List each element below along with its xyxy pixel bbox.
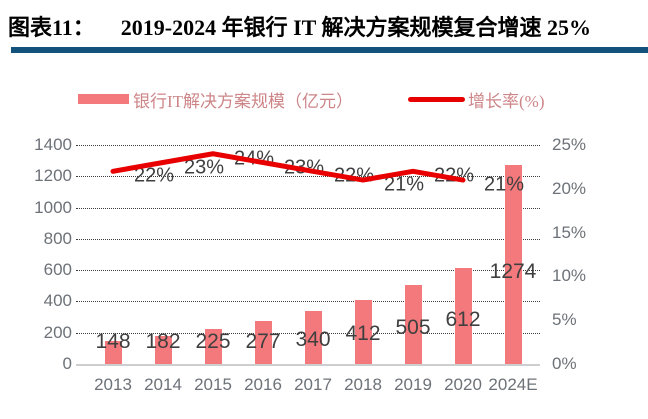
y-axis-left-tick: 1200 [34, 166, 72, 186]
legend-item-bank-it-scale: 银行IT解决方案规模（亿元） [78, 88, 354, 111]
legend-bar-swatch [78, 94, 129, 104]
gridline [76, 145, 540, 146]
bar-value-label: 225 [195, 330, 231, 353]
bar [104, 340, 122, 364]
y-axis-right-tick: 5% [552, 310, 577, 330]
bar-value-label: 505 [395, 315, 431, 339]
figure-caption: 图表11： 2019-2024 年银行 IT 解决方案规模复合增速 25% [8, 10, 591, 42]
bar [404, 285, 422, 364]
x-axis-tick: 2013 [94, 375, 132, 394]
bar [454, 268, 472, 364]
gridline [76, 207, 540, 209]
bar-value-label: 340 [295, 327, 331, 351]
bar-value-label: 612 [445, 307, 481, 331]
growth-point-label: 23% [283, 156, 325, 179]
growth-point-label: 21% [483, 173, 525, 196]
bar [154, 335, 172, 364]
growth-point-label: 22% [333, 164, 375, 187]
y-axis-right-tick: 0% [552, 354, 577, 373]
title-divider [11, 47, 648, 53]
x-axis-tick: 2017 [294, 375, 332, 394]
growth-point-label: 22% [433, 164, 475, 187]
x-axis-tick: 2014 [144, 375, 182, 394]
y-axis-right-tick: 10% [552, 266, 587, 286]
legend-label-bank-it-scale: 银行IT解决方案规模（亿元） [133, 91, 354, 111]
y-axis-left-tick: 400 [43, 291, 72, 311]
legend-line-swatch [408, 96, 465, 102]
gridline [76, 238, 540, 240]
growth-point-label: 22% [133, 164, 175, 187]
x-axis-line [76, 364, 540, 366]
x-axis-tick: 2024E [488, 375, 538, 394]
bar-value-label: 412 [345, 322, 381, 346]
bar [354, 299, 372, 364]
y-axis-left-tick: 1400 [34, 135, 72, 154]
y-axis-right-tick: 15% [552, 222, 587, 242]
y-axis-left-tick: 0 [62, 354, 72, 373]
bar [304, 310, 322, 364]
bar-value-label: 1274 [489, 260, 537, 284]
x-axis-tick: 2016 [244, 375, 282, 394]
bar-value-label: 182 [145, 330, 181, 353]
x-axis-tick: 2020 [444, 375, 482, 394]
y-axis-right-tick: 20% [552, 178, 587, 198]
bar-value-label: 277 [245, 330, 281, 353]
x-axis-tick: 2018 [344, 375, 382, 394]
y-axis-left-tick: 1000 [34, 197, 72, 217]
y-axis-left-tick: 600 [43, 260, 72, 280]
gridline [76, 301, 540, 303]
growth-point-label: 21% [383, 173, 425, 196]
figure-title: 2019-2024 年银行 IT 解决方案规模复合增速 25% [120, 15, 591, 40]
figure-number: 图表11： [8, 15, 95, 40]
bar [504, 164, 522, 364]
bar [204, 328, 222, 364]
growth-point-label: 24% [233, 147, 275, 170]
x-axis-tick: 2015 [194, 375, 232, 394]
gridline [76, 270, 540, 272]
growth-point-label: 23% [183, 156, 225, 179]
y-axis-left-tick: 200 [43, 322, 72, 342]
x-axis-tick: 2019 [394, 375, 432, 394]
legend-label-growth-rate: 增长率(%) [468, 91, 545, 111]
legend-item-growth-rate: 增长率(%) [408, 88, 545, 111]
bar [254, 320, 272, 364]
y-axis-left-tick: 800 [43, 228, 72, 248]
bar-value-label: 148 [95, 330, 131, 353]
y-axis-right-tick: 25% [552, 135, 587, 154]
